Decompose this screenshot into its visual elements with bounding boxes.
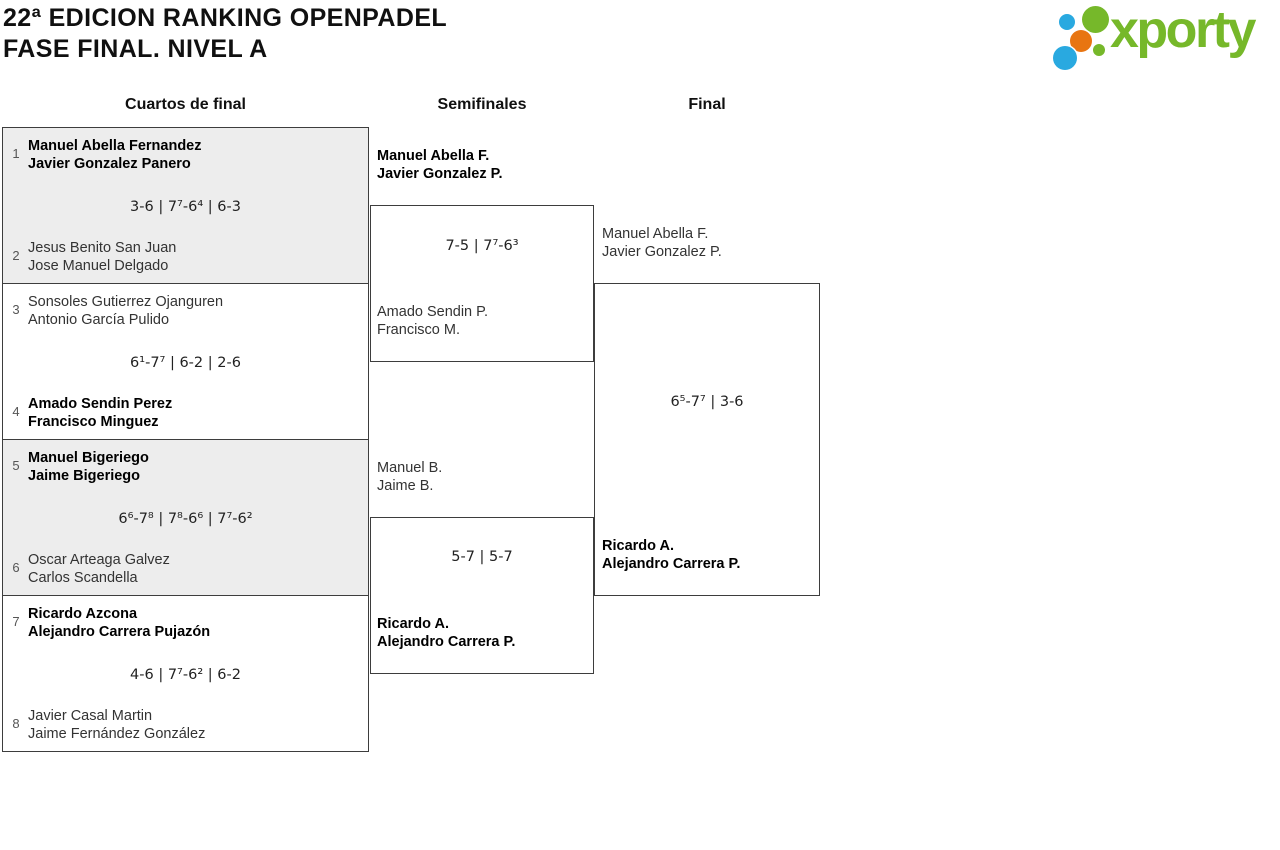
player-name: Francisco Minguez bbox=[28, 414, 159, 430]
player-name: Oscar Arteaga Galvez bbox=[28, 552, 170, 568]
player-name: Alejandro Carrera Pujazón bbox=[28, 624, 211, 640]
logo-dot-blue-big-icon bbox=[1053, 46, 1077, 70]
player-name: Javier Gonzalez P. bbox=[377, 166, 503, 182]
player-name: Ricardo A. bbox=[377, 616, 449, 632]
page-title: 22ª EDICION RANKING OPENPADEL FASE FINAL… bbox=[3, 3, 447, 65]
player-name: Carlos Scandella bbox=[28, 570, 138, 586]
match-score: 4-6 | 7⁷-6² | 6-2 bbox=[130, 667, 241, 683]
round-header-semifinals: Semifinales bbox=[437, 96, 527, 113]
player-name: Alejandro Carrera P. bbox=[602, 556, 741, 572]
team-pair: Manuel Abella F. Javier Gonzalez P. bbox=[377, 147, 502, 183]
team-pair: Manuel Abella F. Javier Gonzalez P. bbox=[602, 225, 722, 261]
team-pair: Sonsoles Gutierrez Ojanguren Antonio Gar… bbox=[28, 293, 223, 329]
semifinal-match-2 bbox=[370, 517, 594, 674]
match-score: 7-5 | 7⁷-6³ bbox=[445, 238, 519, 254]
team-pair: Ricardo A. Alejandro Carrera P. bbox=[602, 537, 740, 573]
player-name: Antonio García Pulido bbox=[28, 312, 170, 328]
player-name: Jesus Benito San Juan bbox=[28, 240, 177, 256]
team-pair: Ricardo A. Alejandro Carrera P. bbox=[377, 615, 515, 651]
quarterfinal-match-3: 5 Manuel Bigeriego Jaime Bigeriego 6⁶-7⁸… bbox=[2, 439, 369, 596]
page-title-line1: 22ª EDICION RANKING OPENPADEL bbox=[3, 4, 448, 32]
quarterfinal-match-1: 1 Manuel Abella Fernandez Javier Gonzale… bbox=[2, 127, 369, 284]
player-name: Jaime B. bbox=[377, 478, 434, 494]
team-pair: Manuel B. Jaime B. bbox=[377, 459, 442, 495]
seed-number: 7 bbox=[12, 614, 20, 629]
match-score: 6¹-7⁷ | 6-2 | 2-6 bbox=[130, 355, 241, 371]
xporty-logo: xporty bbox=[1045, 0, 1280, 75]
logo-dot-orange-icon bbox=[1070, 30, 1092, 52]
match-score: 6⁶-7⁸ | 7⁸-6⁶ | 7⁷-6² bbox=[118, 511, 253, 527]
player-name: Manuel Abella Fernandez bbox=[28, 138, 202, 154]
player-name: Manuel Abella F. bbox=[602, 226, 709, 242]
seed-number: 3 bbox=[12, 302, 20, 317]
final-match bbox=[594, 283, 820, 596]
xporty-logo-text: xporty bbox=[1110, 1, 1256, 59]
logo-dot-blue-small-icon bbox=[1059, 14, 1075, 30]
seed-number: 5 bbox=[12, 458, 20, 473]
team-pair: Manuel Abella Fernandez Javier Gonzalez … bbox=[28, 137, 202, 173]
match-score: 6⁵-7⁷ | 3-6 bbox=[670, 394, 744, 410]
player-name: Javier Gonzalez P. bbox=[602, 244, 722, 260]
match-score: 5-7 | 5-7 bbox=[451, 549, 513, 565]
player-name: Ricardo Azcona bbox=[28, 606, 138, 622]
player-name: Amado Sendin P. bbox=[377, 304, 488, 320]
player-name: Sonsoles Gutierrez Ojanguren bbox=[28, 294, 224, 310]
player-name: Amado Sendin Perez bbox=[28, 396, 173, 412]
player-name: Manuel B. bbox=[377, 460, 443, 476]
round-header-final: Final bbox=[688, 96, 726, 113]
team-pair: Oscar Arteaga Galvez Carlos Scandella bbox=[28, 551, 170, 587]
seed-number: 2 bbox=[12, 248, 20, 263]
player-name: Jose Manuel Delgado bbox=[28, 258, 169, 274]
seed-number: 8 bbox=[12, 716, 20, 731]
quarterfinal-match-4: 7 Ricardo Azcona Alejandro Carrera Pujaz… bbox=[2, 595, 369, 752]
player-name: Jaime Bigeriego bbox=[28, 468, 141, 484]
match-score: 3-6 | 7⁷-6⁴ | 6-3 bbox=[130, 199, 241, 215]
player-name: Javier Gonzalez Panero bbox=[28, 156, 191, 172]
page-title-line2: FASE FINAL. NIVEL A bbox=[3, 35, 268, 63]
seed-number: 6 bbox=[12, 560, 20, 575]
team-pair: Amado Sendin P. Francisco M. bbox=[377, 303, 488, 339]
player-name: Manuel Bigeriego bbox=[28, 450, 149, 466]
semifinal-match-1 bbox=[370, 205, 594, 362]
team-pair: Jesus Benito San Juan Jose Manuel Delgad… bbox=[28, 239, 176, 275]
player-name: Francisco M. bbox=[377, 322, 460, 338]
player-name: Manuel Abella F. bbox=[377, 148, 490, 164]
player-name: Ricardo A. bbox=[602, 538, 674, 554]
player-name: Alejandro Carrera P. bbox=[377, 634, 516, 650]
logo-dot-green-big-icon bbox=[1082, 6, 1109, 33]
logo-dot-green-small-icon bbox=[1093, 44, 1105, 56]
player-name: Jaime Fernández González bbox=[28, 726, 206, 742]
seed-number: 1 bbox=[12, 146, 20, 161]
team-pair: Javier Casal Martin Jaime Fernández Gonz… bbox=[28, 707, 205, 743]
team-pair: Amado Sendin Perez Francisco Minguez bbox=[28, 395, 172, 431]
quarterfinal-match-2: 3 Sonsoles Gutierrez Ojanguren Antonio G… bbox=[2, 283, 369, 440]
seed-number: 4 bbox=[12, 404, 20, 419]
team-pair: Ricardo Azcona Alejandro Carrera Pujazón bbox=[28, 605, 210, 641]
player-name: Javier Casal Martin bbox=[28, 708, 153, 724]
round-header-quarterfinals: Cuartos de final bbox=[125, 96, 246, 113]
team-pair: Manuel Bigeriego Jaime Bigeriego bbox=[28, 449, 149, 485]
